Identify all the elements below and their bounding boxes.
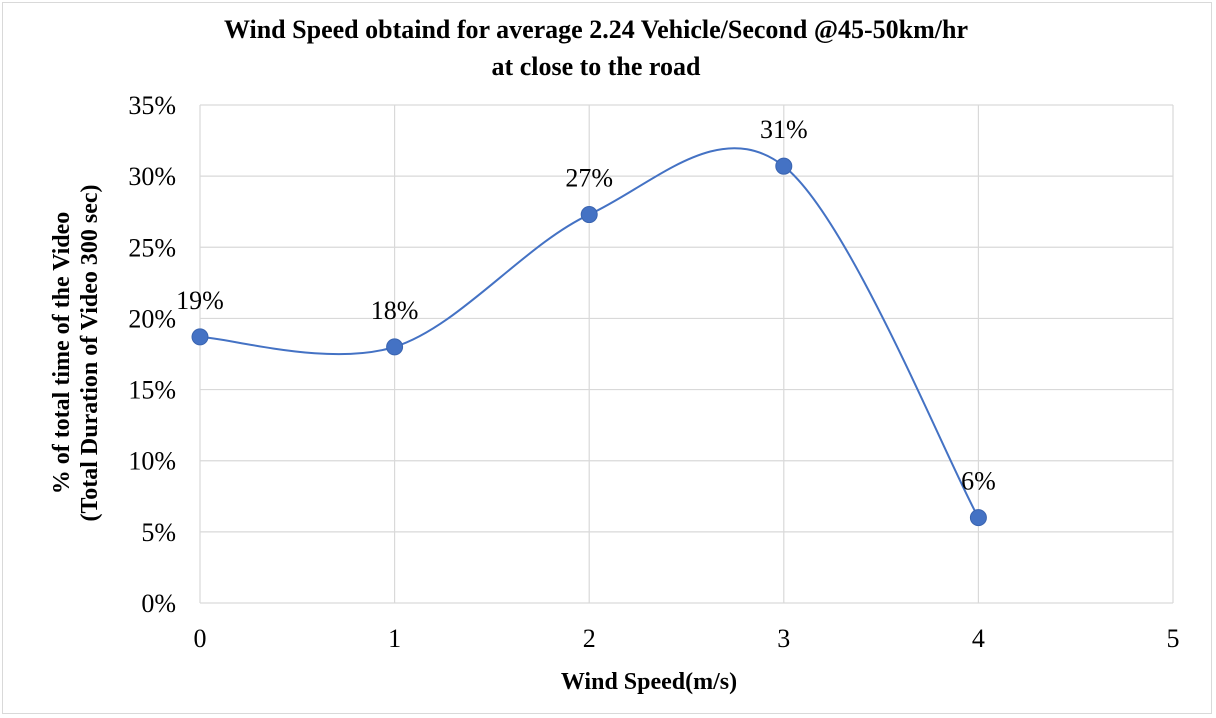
data-point [775, 157, 793, 175]
y-tick-label: 15% [128, 376, 176, 405]
data-label: 27% [565, 164, 613, 193]
data-point [386, 338, 404, 356]
x-tick-label: 4 [972, 624, 985, 653]
y-axis-title-line-2: (Total Duration of Video 300 sec) [77, 184, 103, 521]
y-tick-label: 25% [128, 233, 176, 262]
x-tick-label: 5 [1167, 624, 1180, 653]
series-line [199, 147, 980, 519]
x-axis-title: Wind Speed(m/s) [561, 669, 737, 695]
y-axis-title: % of total time of the Video (Total Dura… [49, 184, 103, 521]
data-labels: 19% 18% 27% 31% 6% [176, 115, 996, 495]
data-label: 31% [760, 115, 808, 144]
data-label: 19% [176, 286, 224, 315]
y-tick-labels: 0% 5% 10% 15% 20% 25% 30% 35% [128, 91, 176, 618]
y-axis-title-line-1: % of total time of the Video [49, 212, 75, 495]
chart-title-line-2: at close to the road [492, 52, 701, 81]
data-label: 18% [371, 296, 419, 325]
data-point [580, 206, 598, 224]
data-label: 6% [961, 467, 996, 496]
x-tick-label: 0 [194, 624, 207, 653]
y-tick-label: 30% [128, 162, 176, 191]
y-tick-label: 20% [128, 304, 176, 333]
gridlines [199, 104, 1174, 604]
x-tick-label: 3 [777, 624, 790, 653]
x-tick-label: 1 [388, 624, 401, 653]
x-tick-labels: 0 1 2 3 4 5 [194, 624, 1180, 653]
line-chart: 0% 5% 10% 15% 20% 25% 30% 35% 0 1 2 3 4 5 19% 18% 27% 3… [49, 15, 1180, 695]
y-tick-label: 5% [141, 518, 176, 547]
data-point [969, 509, 987, 527]
series-layer [191, 147, 987, 527]
chart-title-line-1: Wind Speed obtaind for average 2.24 Vehi… [224, 15, 968, 44]
y-tick-label: 10% [128, 447, 176, 476]
data-point [191, 328, 209, 346]
y-tick-label: 0% [141, 589, 176, 618]
x-tick-label: 2 [583, 624, 596, 653]
y-tick-label: 35% [128, 91, 176, 120]
